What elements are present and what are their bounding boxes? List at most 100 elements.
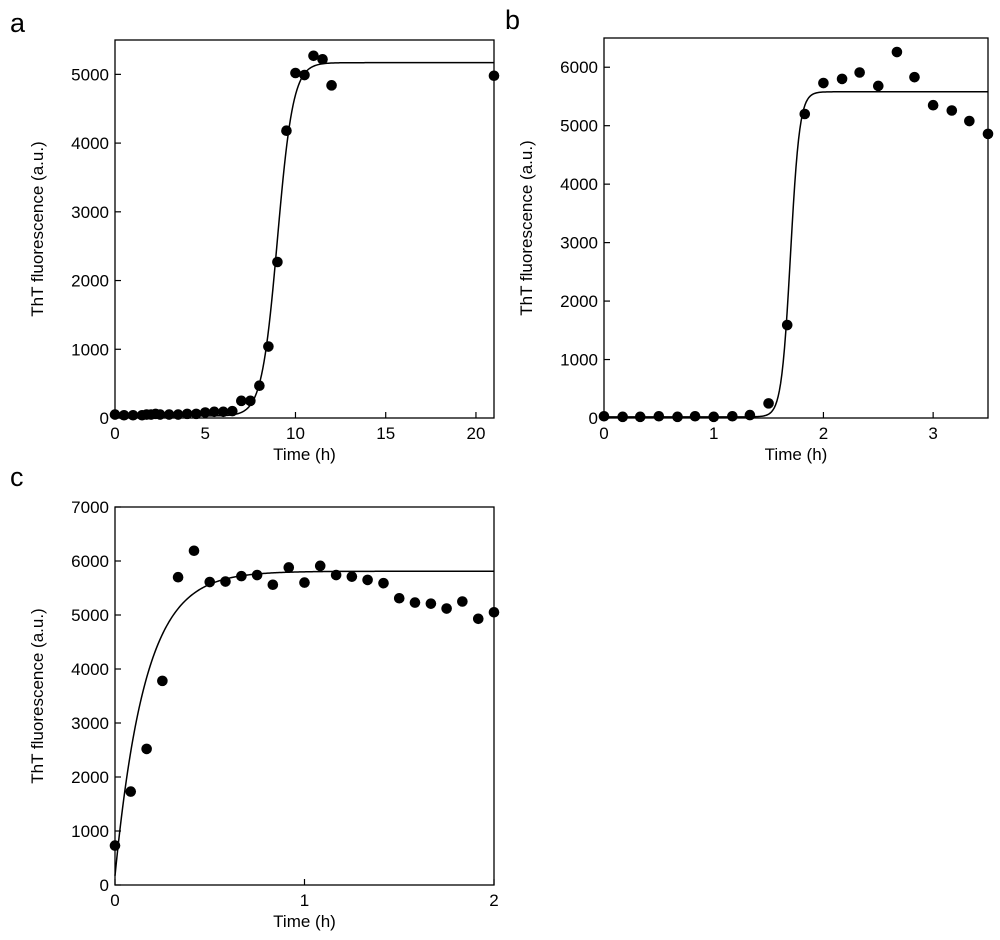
data-point [188, 545, 200, 557]
data-point [163, 409, 175, 420]
x-axis-title: Time (h) [273, 912, 336, 931]
x-axis-title: Time (h) [273, 445, 336, 464]
data-point [927, 99, 939, 111]
x-tick-label: 0 [110, 891, 119, 910]
y-axis-title: ThT fluorescence (a.u.) [517, 140, 536, 315]
x-tick-label: 3 [928, 424, 937, 443]
data-point [127, 409, 139, 421]
data-point [181, 408, 193, 420]
data-point [836, 73, 848, 85]
data-point [409, 597, 421, 608]
data-point [708, 411, 720, 423]
data-point [263, 341, 274, 352]
x-tick-label: 0 [110, 424, 119, 443]
data-point [330, 569, 342, 581]
data-point [488, 607, 500, 618]
data-point [799, 108, 811, 120]
data-point [199, 407, 211, 418]
data-point [172, 409, 184, 420]
x-tick-label: 20 [466, 424, 485, 443]
y-axis-title: ThT fluorescence (a.u.) [28, 608, 47, 783]
plot-frame [603, 37, 989, 419]
data-point [781, 319, 793, 331]
data-point [251, 569, 263, 581]
y-tick-label: 2000 [71, 272, 109, 291]
data-point [254, 380, 265, 391]
data-point [272, 256, 283, 268]
data-point [982, 128, 994, 140]
x-tick-label: 10 [286, 424, 305, 443]
fit-curve [115, 61, 494, 417]
panel-label-a: a [10, 8, 26, 38]
panel-label-b: b [505, 5, 520, 35]
y-tick-label: 2000 [560, 292, 598, 311]
y-tick-label: 2000 [71, 768, 109, 787]
data-point [299, 69, 310, 81]
data-point [378, 577, 389, 589]
panel-label-c: c [10, 462, 24, 492]
data-point [909, 71, 920, 83]
y-tick-label: 6000 [560, 58, 598, 77]
data-point [317, 53, 328, 65]
x-tick-label: 0 [599, 424, 608, 443]
data-point [314, 560, 326, 572]
data-point [634, 411, 646, 423]
y-tick-label: 1000 [560, 351, 598, 370]
data-point [217, 406, 229, 418]
panel-a: a 0 5 10 15 20 0 1000 2000 3000 4000 5000 Time (h) T… [10, 8, 500, 464]
data-point [204, 576, 216, 588]
y-tick-label: 0 [589, 409, 598, 428]
y-tick-label: 1000 [71, 340, 109, 359]
data-point [267, 579, 279, 591]
data-point [236, 570, 247, 582]
x-tick-label: 15 [376, 424, 395, 443]
y-tick-label: 4000 [560, 175, 598, 194]
data-point [157, 675, 168, 687]
data-point [118, 409, 130, 421]
data-point [109, 840, 121, 851]
data-point [672, 411, 683, 423]
x-axis-title: Time (h) [765, 445, 828, 464]
data-point [617, 411, 628, 423]
data-point [362, 574, 373, 586]
data-point [283, 562, 295, 573]
data-point [308, 50, 319, 62]
y-tick-label: 4000 [71, 134, 109, 153]
data-point [154, 409, 166, 420]
data-point [488, 70, 500, 82]
x-tick-label: 2 [819, 424, 828, 443]
data-point [425, 598, 437, 609]
y-tick-label: 3000 [560, 234, 598, 253]
data-point [393, 592, 405, 604]
data-point [190, 408, 202, 420]
panel-b: b 0 1 2 3 0 1000 2000 3000 4000 5000 6000 Time (h) T… [505, 5, 994, 464]
y-tick-label: 0 [100, 876, 109, 895]
data-point [689, 410, 701, 422]
data-point [326, 80, 337, 91]
data-point [299, 577, 310, 588]
fit-curve [604, 91, 988, 418]
data-point [125, 786, 137, 797]
data-point [457, 596, 468, 607]
data-point [346, 571, 358, 582]
x-tick-label: 5 [201, 424, 210, 443]
data-point [236, 395, 247, 407]
data-point [472, 613, 484, 625]
data-point [441, 603, 452, 614]
data-point [598, 410, 610, 422]
data-point [964, 115, 975, 127]
y-tick-label: 5000 [560, 117, 598, 136]
x-tick-label: 2 [489, 891, 498, 910]
y-tick-label: 3000 [71, 714, 109, 733]
y-tick-label: 0 [100, 409, 109, 428]
data-point [208, 406, 220, 418]
data-point [727, 410, 738, 422]
data-point [290, 67, 301, 79]
y-tick-label: 1000 [71, 822, 109, 841]
data-point [763, 398, 774, 409]
data-point [109, 409, 121, 420]
data-point [653, 410, 665, 422]
plot-frame [114, 39, 495, 419]
data-point [227, 405, 238, 417]
